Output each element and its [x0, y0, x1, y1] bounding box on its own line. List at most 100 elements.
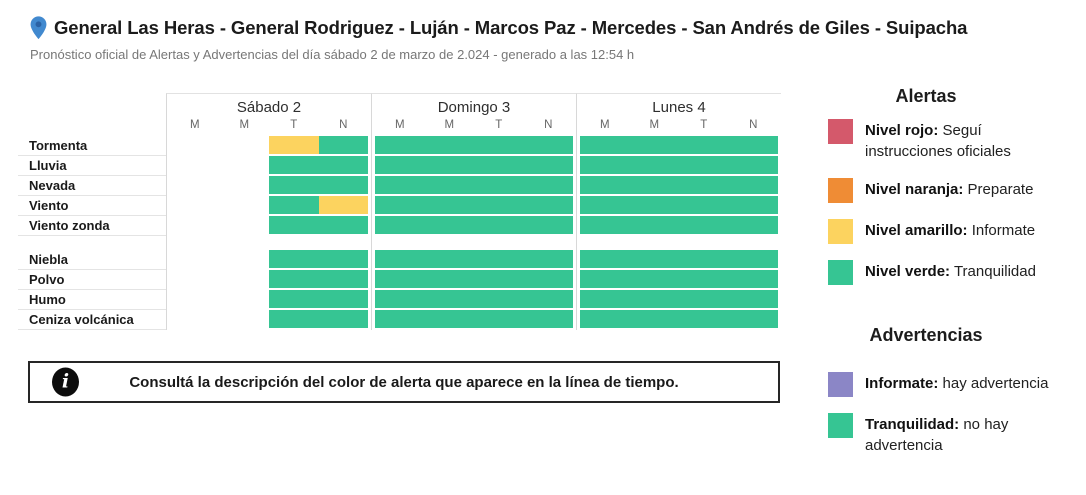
timeline-cell[interactable] [269, 290, 319, 308]
timeline-cell [170, 156, 220, 174]
timeline-cell[interactable] [629, 216, 679, 234]
timeline-cell[interactable] [679, 250, 729, 268]
timeline-cell[interactable] [474, 270, 524, 288]
timeline-cell[interactable] [629, 310, 679, 328]
timeline-cell[interactable] [474, 290, 524, 308]
timeline-cell[interactable] [523, 176, 573, 194]
timeline-cell[interactable] [318, 216, 368, 234]
timeline-cell[interactable] [424, 176, 474, 194]
timeline-cell[interactable] [679, 156, 729, 174]
timeline-cell[interactable] [580, 216, 630, 234]
timeline-cell[interactable] [424, 290, 474, 308]
timeline-cell[interactable] [580, 156, 630, 174]
timeline-cell[interactable] [523, 250, 573, 268]
timeline-cell[interactable] [629, 250, 679, 268]
timeline-cell[interactable] [679, 290, 729, 308]
timeline-cell[interactable] [580, 176, 630, 194]
timeline-cell[interactable] [424, 196, 474, 214]
timeline-cell[interactable] [318, 156, 368, 174]
timeline-cell[interactable] [424, 156, 474, 174]
timeline-cell[interactable] [629, 270, 679, 288]
timeline-cell[interactable] [375, 136, 425, 154]
timeline-cell[interactable] [728, 250, 778, 268]
timeline-cell[interactable] [375, 270, 425, 288]
timeline-cell[interactable] [474, 196, 524, 214]
timeline-cell[interactable] [580, 270, 630, 288]
timeline-cell[interactable] [728, 270, 778, 288]
timeline-cell[interactable] [523, 290, 573, 308]
timeline-cell[interactable] [318, 250, 368, 268]
timeline-cell[interactable] [679, 310, 729, 328]
timeline-cell[interactable] [269, 176, 319, 194]
timeline-row: Polvo [0, 270, 781, 290]
timeline-cell[interactable] [269, 196, 319, 214]
timeline-cell[interactable] [679, 136, 729, 154]
timeline-cell[interactable] [728, 216, 778, 234]
timeline-cell[interactable] [375, 176, 425, 194]
timeline-cell[interactable] [679, 196, 729, 214]
timeline-cell[interactable] [629, 196, 679, 214]
timeline-cell[interactable] [523, 310, 573, 328]
timeline-cell[interactable] [269, 216, 319, 234]
timeline-cell[interactable] [269, 250, 319, 268]
timeline-cell[interactable] [318, 176, 368, 194]
timeline-cell[interactable] [474, 216, 524, 234]
timeline-cell[interactable] [523, 156, 573, 174]
timeline-cell[interactable] [269, 136, 319, 154]
timeline-cell[interactable] [375, 196, 425, 214]
timeline-cell[interactable] [523, 196, 573, 214]
timeline-cell[interactable] [629, 290, 679, 308]
timeline-cell[interactable] [318, 310, 368, 328]
timeline-cell[interactable] [424, 310, 474, 328]
timeline-cell[interactable] [474, 156, 524, 174]
timeline-cell[interactable] [474, 176, 524, 194]
timeline-row: Niebla [0, 250, 781, 270]
timeline-cell[interactable] [728, 196, 778, 214]
timeline-cell[interactable] [523, 216, 573, 234]
timeline-cell[interactable] [318, 290, 368, 308]
timeline-cell[interactable] [318, 136, 368, 154]
timeline-cell[interactable] [629, 136, 679, 154]
timeline-cell[interactable] [318, 196, 368, 214]
timeline-cell[interactable] [728, 310, 778, 328]
timeline-cell[interactable] [629, 176, 679, 194]
timeline-row: Humo [0, 290, 781, 310]
timeline-cell[interactable] [318, 270, 368, 288]
warnings-legend-list: Informate: hay advertencia Tranquilidad: … [828, 372, 1068, 456]
timeline-cell[interactable] [375, 216, 425, 234]
slot-label: N [544, 119, 553, 131]
timeline-cell[interactable] [629, 156, 679, 174]
timeline-cell[interactable] [375, 156, 425, 174]
timeline-cell[interactable] [424, 216, 474, 234]
day-panel [166, 236, 371, 250]
timeline-cell[interactable] [375, 290, 425, 308]
timeline-cell[interactable] [580, 290, 630, 308]
day-panel [576, 136, 781, 156]
timeline-cell[interactable] [580, 136, 630, 154]
timeline-cell[interactable] [523, 270, 573, 288]
timeline-cell[interactable] [728, 176, 778, 194]
timeline-cell[interactable] [269, 310, 319, 328]
timeline-cell[interactable] [269, 270, 319, 288]
timeline-cell[interactable] [424, 250, 474, 268]
timeline-cell[interactable] [269, 156, 319, 174]
timeline-cell[interactable] [424, 270, 474, 288]
timeline-cell[interactable] [580, 196, 630, 214]
timeline-cell[interactable] [679, 176, 729, 194]
timeline-cell[interactable] [679, 270, 729, 288]
timeline-cell[interactable] [580, 310, 630, 328]
timeline-cell[interactable] [679, 216, 729, 234]
timeline-cell[interactable] [728, 136, 778, 154]
timeline-cell[interactable] [375, 310, 425, 328]
timeline-cell[interactable] [474, 250, 524, 268]
day-panel [371, 270, 576, 290]
timeline-cell[interactable] [728, 156, 778, 174]
timeline-cell[interactable] [728, 290, 778, 308]
timeline-cell[interactable] [580, 250, 630, 268]
timeline-cell [219, 216, 269, 234]
timeline-cell[interactable] [375, 250, 425, 268]
timeline-cell[interactable] [424, 136, 474, 154]
timeline-cell[interactable] [474, 136, 524, 154]
timeline-cell[interactable] [474, 310, 524, 328]
timeline-cell[interactable] [523, 136, 573, 154]
